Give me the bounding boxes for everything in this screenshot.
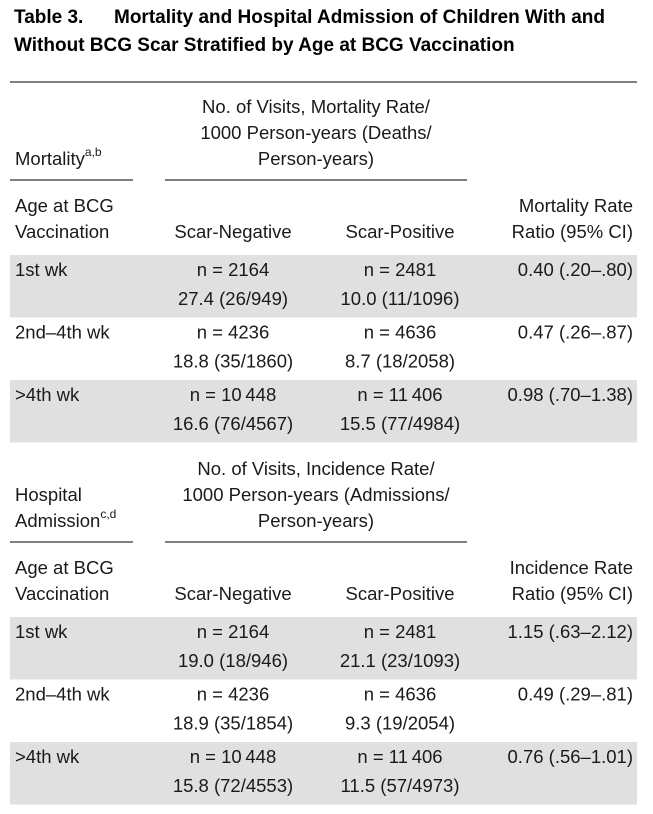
row-age: 1st wk xyxy=(15,259,68,280)
column-header: Scar-Positive xyxy=(346,583,455,604)
column-header: Incidence Rate xyxy=(510,557,633,578)
ratio-cell: 0.98 (.70–1.38) xyxy=(508,384,633,405)
group-label-text: Hospital xyxy=(15,484,82,505)
ratio-cell: 0.76 (.56–1.01) xyxy=(508,746,633,767)
scar-negative-cell: 18.8 (35/1860) xyxy=(173,350,293,371)
scar-positive-cell: 11.5 (57/4973) xyxy=(341,775,460,796)
group-label-text: Mortality xyxy=(15,148,86,169)
row-band xyxy=(10,380,637,443)
group-label-sup: c,d xyxy=(100,507,116,521)
table-label: Table 3. xyxy=(14,7,83,28)
group-label-sup: a,b xyxy=(85,145,102,159)
scar-positive-cell: 10.0 (11/1096) xyxy=(341,288,460,309)
scar-negative-cell: 19.0 (18/946) xyxy=(178,650,288,671)
scar-negative-cell: n = 10 448 xyxy=(190,384,277,405)
title-line: Without BCG Scar Stratified by Age at BC… xyxy=(14,35,515,56)
row-band xyxy=(10,617,637,680)
title-line: Mortality and Hospital Admission of Chil… xyxy=(114,7,605,28)
ratio-cell: 0.47 (.26–.87) xyxy=(518,321,633,342)
scar-positive-cell: 15.5 (77/4984) xyxy=(340,413,460,434)
scar-negative-cell: 15.8 (72/4553) xyxy=(173,775,293,796)
column-header: Vaccination xyxy=(15,583,109,604)
row-age: 2nd–4th wk xyxy=(15,683,110,704)
ratio-cell: 1.15 (.63–2.12) xyxy=(508,621,633,642)
scar-negative-cell: n = 10 448 xyxy=(190,746,277,767)
ratio-cell: 0.40 (.20–.80) xyxy=(518,259,633,280)
column-header: Ratio (95% CI) xyxy=(512,583,633,604)
group-label: Hospital xyxy=(15,484,82,505)
column-header: Scar-Negative xyxy=(174,221,291,242)
column-header: Age at BCG xyxy=(15,195,114,216)
spanner-line: Person-years) xyxy=(258,510,374,531)
spanner-line: 1000 Person-years (Deaths/ xyxy=(200,122,432,143)
ratio-cell: 0.49 (.29–.81) xyxy=(518,683,633,704)
group-label-text: Admission xyxy=(15,510,100,531)
spanner-line: Person-years) xyxy=(258,148,374,169)
column-header: Scar-Positive xyxy=(346,221,455,242)
scar-positive-cell: n = 11 406 xyxy=(357,746,442,767)
scar-negative-cell: n = 4236 xyxy=(197,321,270,342)
scar-positive-cell: n = 11 406 xyxy=(357,384,442,405)
scar-positive-cell: n = 4636 xyxy=(364,321,437,342)
spanner-line: No. of Visits, Incidence Rate/ xyxy=(197,458,435,479)
row-age: 1st wk xyxy=(15,621,68,642)
scar-negative-cell: n = 2164 xyxy=(197,621,270,642)
scar-positive-cell: n = 4636 xyxy=(364,683,437,704)
row-age: >4th wk xyxy=(15,384,80,405)
scar-positive-cell: n = 2481 xyxy=(364,621,437,642)
row-band xyxy=(10,255,637,318)
scar-positive-cell: 21.1 (23/1093) xyxy=(340,650,460,671)
column-header: Vaccination xyxy=(15,221,109,242)
scar-positive-cell: 9.3 (19/2054) xyxy=(345,712,455,733)
scar-negative-cell: n = 4236 xyxy=(197,683,270,704)
scar-negative-cell: 16.6 (76/4567) xyxy=(173,413,293,434)
scar-negative-cell: 18.9 (35/1854) xyxy=(173,712,293,733)
row-age: 2nd–4th wk xyxy=(15,321,110,342)
scar-negative-cell: n = 2164 xyxy=(197,259,270,280)
scar-positive-cell: n = 2481 xyxy=(364,259,437,280)
spanner-line: No. of Visits, Mortality Rate/ xyxy=(202,96,431,117)
row-band xyxy=(10,742,637,805)
scar-positive-cell: 8.7 (18/2058) xyxy=(345,350,455,371)
column-header: Scar-Negative xyxy=(174,583,291,604)
spanner-line: 1000 Person-years (Admissions/ xyxy=(182,484,450,505)
group-label: Admissionc,d xyxy=(15,507,116,531)
column-header: Mortality Rate xyxy=(519,195,633,216)
group-label: Mortalitya,b xyxy=(15,145,102,169)
row-age: >4th wk xyxy=(15,746,80,767)
scar-negative-cell: 27.4 (26/949) xyxy=(178,288,288,309)
column-header: Age at BCG xyxy=(15,557,114,578)
column-header: Ratio (95% CI) xyxy=(512,221,633,242)
